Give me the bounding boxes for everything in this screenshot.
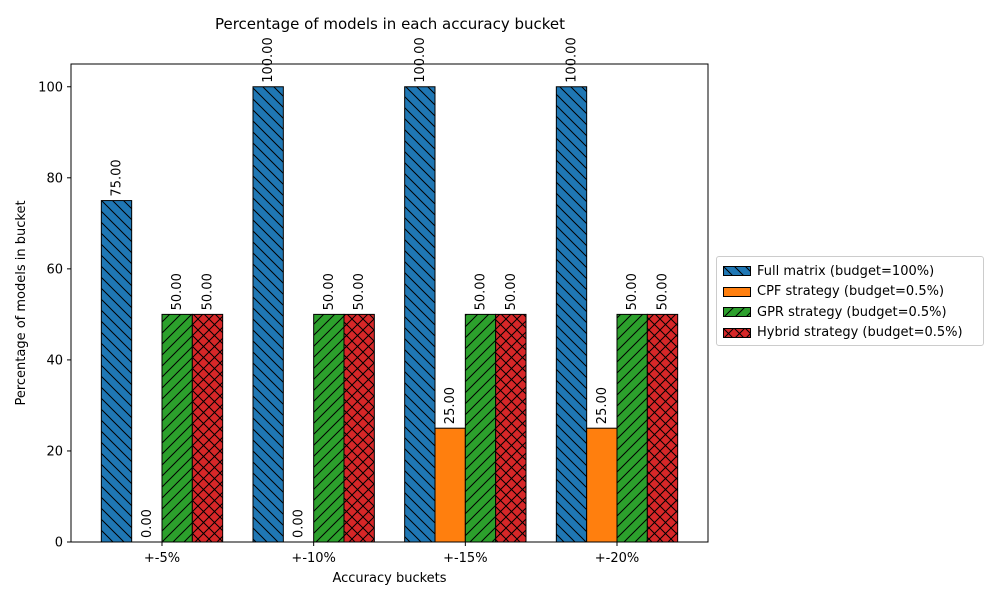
legend-swatch-cpf (723, 286, 751, 297)
y-tick-label: 100 (38, 80, 63, 95)
value-label-s0-c0: 75.00 (110, 159, 125, 196)
value-label-s3-c1: 50.00 (352, 273, 367, 310)
value-label-s2-c0: 50.00 (170, 273, 185, 310)
value-label-s0-c2: 100.00 (413, 37, 428, 83)
bar-s2-c1 (313, 313, 345, 543)
y-tick-label: 80 (46, 171, 63, 186)
x-tick-label: +-5% (144, 551, 180, 566)
x-tick-label: +-20% (595, 551, 639, 566)
bar-s1-c2 (434, 427, 466, 543)
legend-item: GPR strategy (budget=0.5%) (723, 302, 977, 323)
legend-label-gpr: GPR strategy (budget=0.5%) (757, 304, 947, 320)
value-label-s0-c3: 100.00 (565, 37, 580, 83)
x-tick-label: +-10% (291, 551, 335, 566)
value-label-s2-c2: 50.00 (474, 273, 489, 310)
x-axis-label: Accuracy buckets (332, 571, 446, 586)
value-label-s1-c1: 0.00 (292, 509, 307, 538)
legend: Full matrix (budget=100%) CPF strategy (… (716, 256, 984, 346)
value-label-s3-c0: 50.00 (201, 273, 216, 310)
value-label-s1-c3: 25.00 (595, 387, 610, 424)
legend-swatch-gpr (723, 307, 751, 318)
legend-swatch-full-matrix (723, 266, 751, 277)
bar-s3-c3 (646, 313, 679, 543)
legend-label-hybrid: Hybrid strategy (budget=0.5%) (757, 325, 963, 341)
value-labels: 75.00 0.00 50.00 50.00 100.00 0.00 50.00 50.00 1… (110, 37, 671, 538)
y-tick-label: 40 (46, 353, 63, 368)
legend-swatch-hybrid (723, 327, 751, 338)
bar-s0-c1 (252, 86, 284, 543)
value-label-s3-c2: 50.00 (504, 273, 519, 310)
value-label-s0-c1: 100.00 (261, 37, 276, 83)
y-axis: 0 20 40 60 80 100 (38, 80, 71, 551)
value-label-s2-c3: 50.00 (625, 273, 640, 310)
bar-s1-c3 (586, 427, 618, 543)
legend-label-cpf: CPF strategy (budget=0.5%) (757, 284, 945, 300)
legend-item: Full matrix (budget=100%) (723, 261, 977, 282)
value-label-s3-c3: 50.00 (656, 273, 671, 310)
x-tick-label: +-15% (443, 551, 487, 566)
bar-s3-c0 (191, 313, 224, 543)
bar-s0-c2 (404, 86, 436, 543)
x-axis: +-5% +-10% +-15% +-20% (144, 542, 639, 566)
value-label-s2-c1: 50.00 (322, 273, 337, 310)
bar-s0-c3 (555, 86, 588, 543)
bar-s2-c3 (616, 313, 648, 543)
value-label-s1-c0: 0.00 (140, 509, 155, 538)
y-tick-label: 0 (55, 536, 63, 551)
bars-layer (100, 86, 679, 543)
bar-s2-c0 (161, 313, 193, 543)
bar-s2-c2 (464, 313, 497, 543)
bar-s3-c1 (343, 313, 375, 543)
legend-item: Hybrid strategy (budget=0.5%) (723, 323, 977, 344)
y-tick-label: 60 (46, 262, 63, 277)
legend-label-full-matrix: Full matrix (budget=100%) (757, 263, 935, 279)
value-label-s1-c2: 25.00 (443, 387, 458, 424)
bar-s3-c2 (495, 313, 527, 543)
chart-title: Percentage of models in each accuracy bu… (215, 15, 565, 33)
plot-frame (70, 63, 709, 543)
y-tick-label: 20 (46, 444, 63, 459)
legend-item: CPF strategy (budget=0.5%) (723, 282, 977, 303)
y-axis-label: Percentage of models in bucket (14, 200, 29, 405)
bar-s0-c0 (100, 200, 133, 543)
